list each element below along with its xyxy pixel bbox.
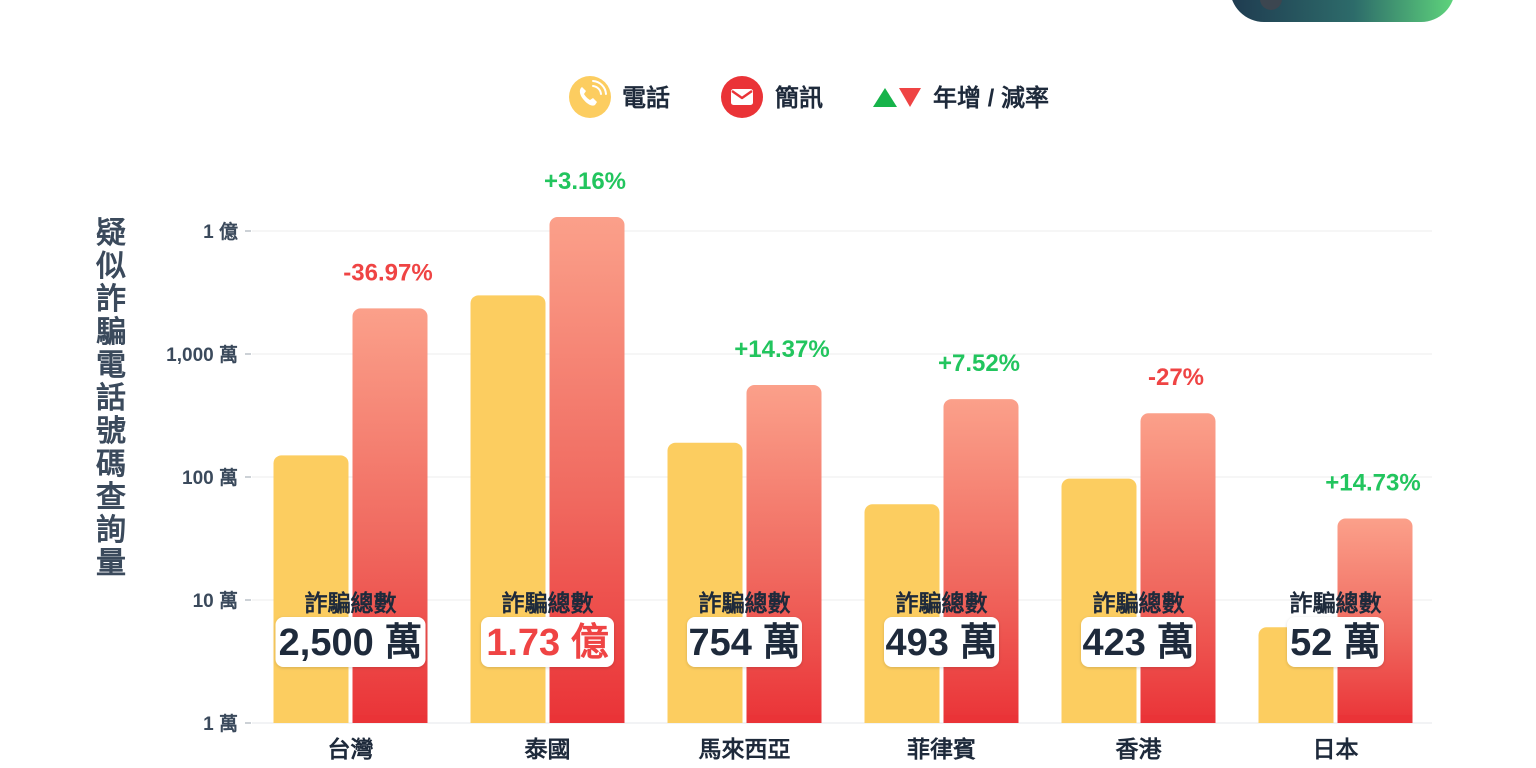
- envelope-icon: [721, 76, 763, 118]
- bar-sms: [549, 216, 625, 723]
- bars: [273, 216, 1413, 723]
- y-tick-label: 1 億: [203, 220, 238, 243]
- legend-yoy-label: 年增 / 減率: [933, 84, 1049, 112]
- total-caption: 詐騙總數: [896, 590, 988, 616]
- bar-phone: [667, 442, 743, 723]
- bar-sms-base: [352, 715, 428, 723]
- corner-decoration: [1230, 0, 1455, 22]
- gridlines: [245, 230, 1432, 724]
- x-tick-label: 日本: [1313, 736, 1359, 762]
- x-tick-label: 泰國: [524, 736, 571, 762]
- total-value: 423 萬: [1083, 622, 1195, 664]
- bar-sms-base: [943, 715, 1019, 723]
- total-caption: 詐騙總數: [1093, 590, 1185, 616]
- legend-phone-label: 電話: [622, 84, 670, 112]
- bar-phone-base: [667, 715, 743, 723]
- total-caption: 詐騙總數: [699, 590, 791, 616]
- total-box: [275, 617, 426, 667]
- y-tick-label: 100 萬: [182, 467, 238, 489]
- bar-phone-base: [1061, 715, 1137, 723]
- decoration-knob: [1260, 0, 1282, 10]
- legend: 電話 簡訊 年增 / 減率: [569, 76, 1049, 118]
- x-tick-label: 香港: [1116, 736, 1163, 762]
- bar-sms-base: [1140, 715, 1216, 723]
- total-caption: 詐騙總數: [1290, 590, 1382, 616]
- total-box: [687, 617, 802, 667]
- bar-sms-base: [1337, 715, 1413, 723]
- total-box: [884, 617, 999, 667]
- y-axis-title: 疑似詐騙電話號碼查詢量: [95, 217, 126, 580]
- data-labels: -36.97% 詐騙總數 2,500 萬 +3.16% 詐騙總數 1.73 億 +14.37…: [275, 168, 1421, 667]
- bar-phone-base: [864, 715, 940, 723]
- yoy-change-label: -36.97%: [343, 259, 432, 286]
- total-box: [481, 617, 614, 667]
- phone-icon: [569, 76, 611, 118]
- bar-phone: [470, 295, 546, 723]
- yoy-change-label: +7.52%: [938, 350, 1020, 377]
- yoy-change-label: -27%: [1148, 364, 1204, 391]
- y-tick-label: 1 萬: [203, 713, 238, 735]
- total-box: [1081, 617, 1196, 667]
- total-caption: 詐騙總數: [502, 590, 594, 616]
- y-tick-label: 1,000 萬: [166, 344, 238, 366]
- bar-phone: [864, 504, 940, 723]
- bar-sms-base: [746, 715, 822, 723]
- bar-phone-base: [1258, 715, 1334, 723]
- x-tick-label: 台灣: [328, 736, 374, 762]
- legend-sms-label: 簡訊: [775, 84, 823, 112]
- total-value: 754 萬: [689, 622, 801, 664]
- bar-phone-base: [470, 715, 546, 723]
- bar-sms: [943, 399, 1019, 723]
- total-value: 493 萬: [886, 622, 998, 664]
- yoy-change-label: +3.16%: [544, 168, 626, 195]
- x-axis-ticks: 台灣 泰國 馬來西亞 菲律賓 香港 日本: [328, 736, 1359, 762]
- total-box: [1287, 617, 1384, 667]
- y-tick-label: 10 萬: [193, 590, 238, 612]
- x-tick-label: 菲律賓: [907, 736, 976, 762]
- total-value: 1.73 億: [486, 622, 609, 664]
- y-axis-ticks: 1 萬 10 萬 100 萬 1,000 萬 1 億: [166, 220, 238, 735]
- bar-sms-base: [549, 715, 625, 723]
- up-down-triangle-icon: [873, 88, 921, 107]
- bar-sms: [1140, 413, 1216, 723]
- x-tick-label: 馬來西亞: [699, 736, 791, 762]
- bar-phone-base: [273, 715, 349, 723]
- yoy-change-label: +14.73%: [1325, 469, 1420, 496]
- total-value: 52 萬: [1290, 622, 1381, 664]
- yoy-change-label: +14.37%: [734, 336, 829, 363]
- total-value: 2,500 萬: [279, 622, 423, 664]
- total-caption: 詐騙總數: [305, 590, 397, 616]
- bar-sms: [746, 384, 822, 723]
